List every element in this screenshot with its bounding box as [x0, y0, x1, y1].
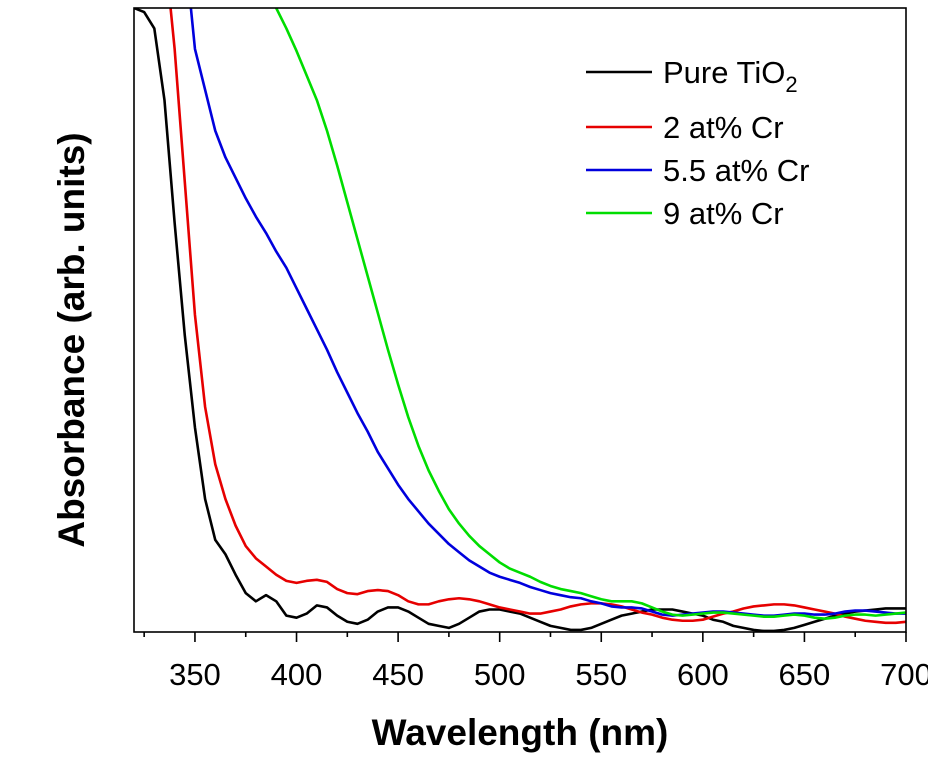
- legend-entry-pure-tio2: Pure TiO2: [586, 55, 798, 97]
- x-tick-label: 500: [474, 657, 526, 692]
- x-tick-label: 650: [779, 657, 831, 692]
- x-tick-label: 600: [677, 657, 729, 692]
- legend-label-2-at-cr: 2 at% Cr: [663, 110, 784, 145]
- series-line-2: [189, 8, 906, 617]
- legend-entry-5-5-at-cr: 5.5 at% Cr: [586, 153, 809, 188]
- x-tick-label: 350: [169, 657, 221, 692]
- x-tick-label: 550: [575, 657, 627, 692]
- x-tick-label: 450: [372, 657, 424, 692]
- x-axis-tick-labels: 350 400 450 500 550 600 650 700: [169, 657, 928, 692]
- x-axis-ticks: [143, 632, 907, 642]
- x-axis-title: Wavelength (nm): [372, 712, 669, 753]
- legend-label-9-at-cr: 9 at% Cr: [663, 196, 784, 231]
- legend-label-5-5-at-cr: 5.5 at% Cr: [663, 153, 809, 188]
- series-line-0: [134, 8, 906, 632]
- series-line-1: [169, 8, 906, 625]
- series-layer: [134, 8, 906, 632]
- legend-entry-9-at-cr: 9 at% Cr: [586, 196, 784, 231]
- legend: Pure TiO2 2 at% Cr 5.5 at% Cr 9 at% Cr: [586, 55, 809, 231]
- series-line-3: [275, 8, 906, 620]
- y-axis-title: Absorbance (arb. units): [51, 132, 92, 547]
- plot-frame: [133, 7, 907, 633]
- legend-label-pure-tio2: Pure TiO2: [663, 55, 798, 97]
- x-tick-label: 400: [271, 657, 323, 692]
- x-tick-label: 700: [880, 657, 928, 692]
- legend-entry-2-at-cr: 2 at% Cr: [586, 110, 784, 145]
